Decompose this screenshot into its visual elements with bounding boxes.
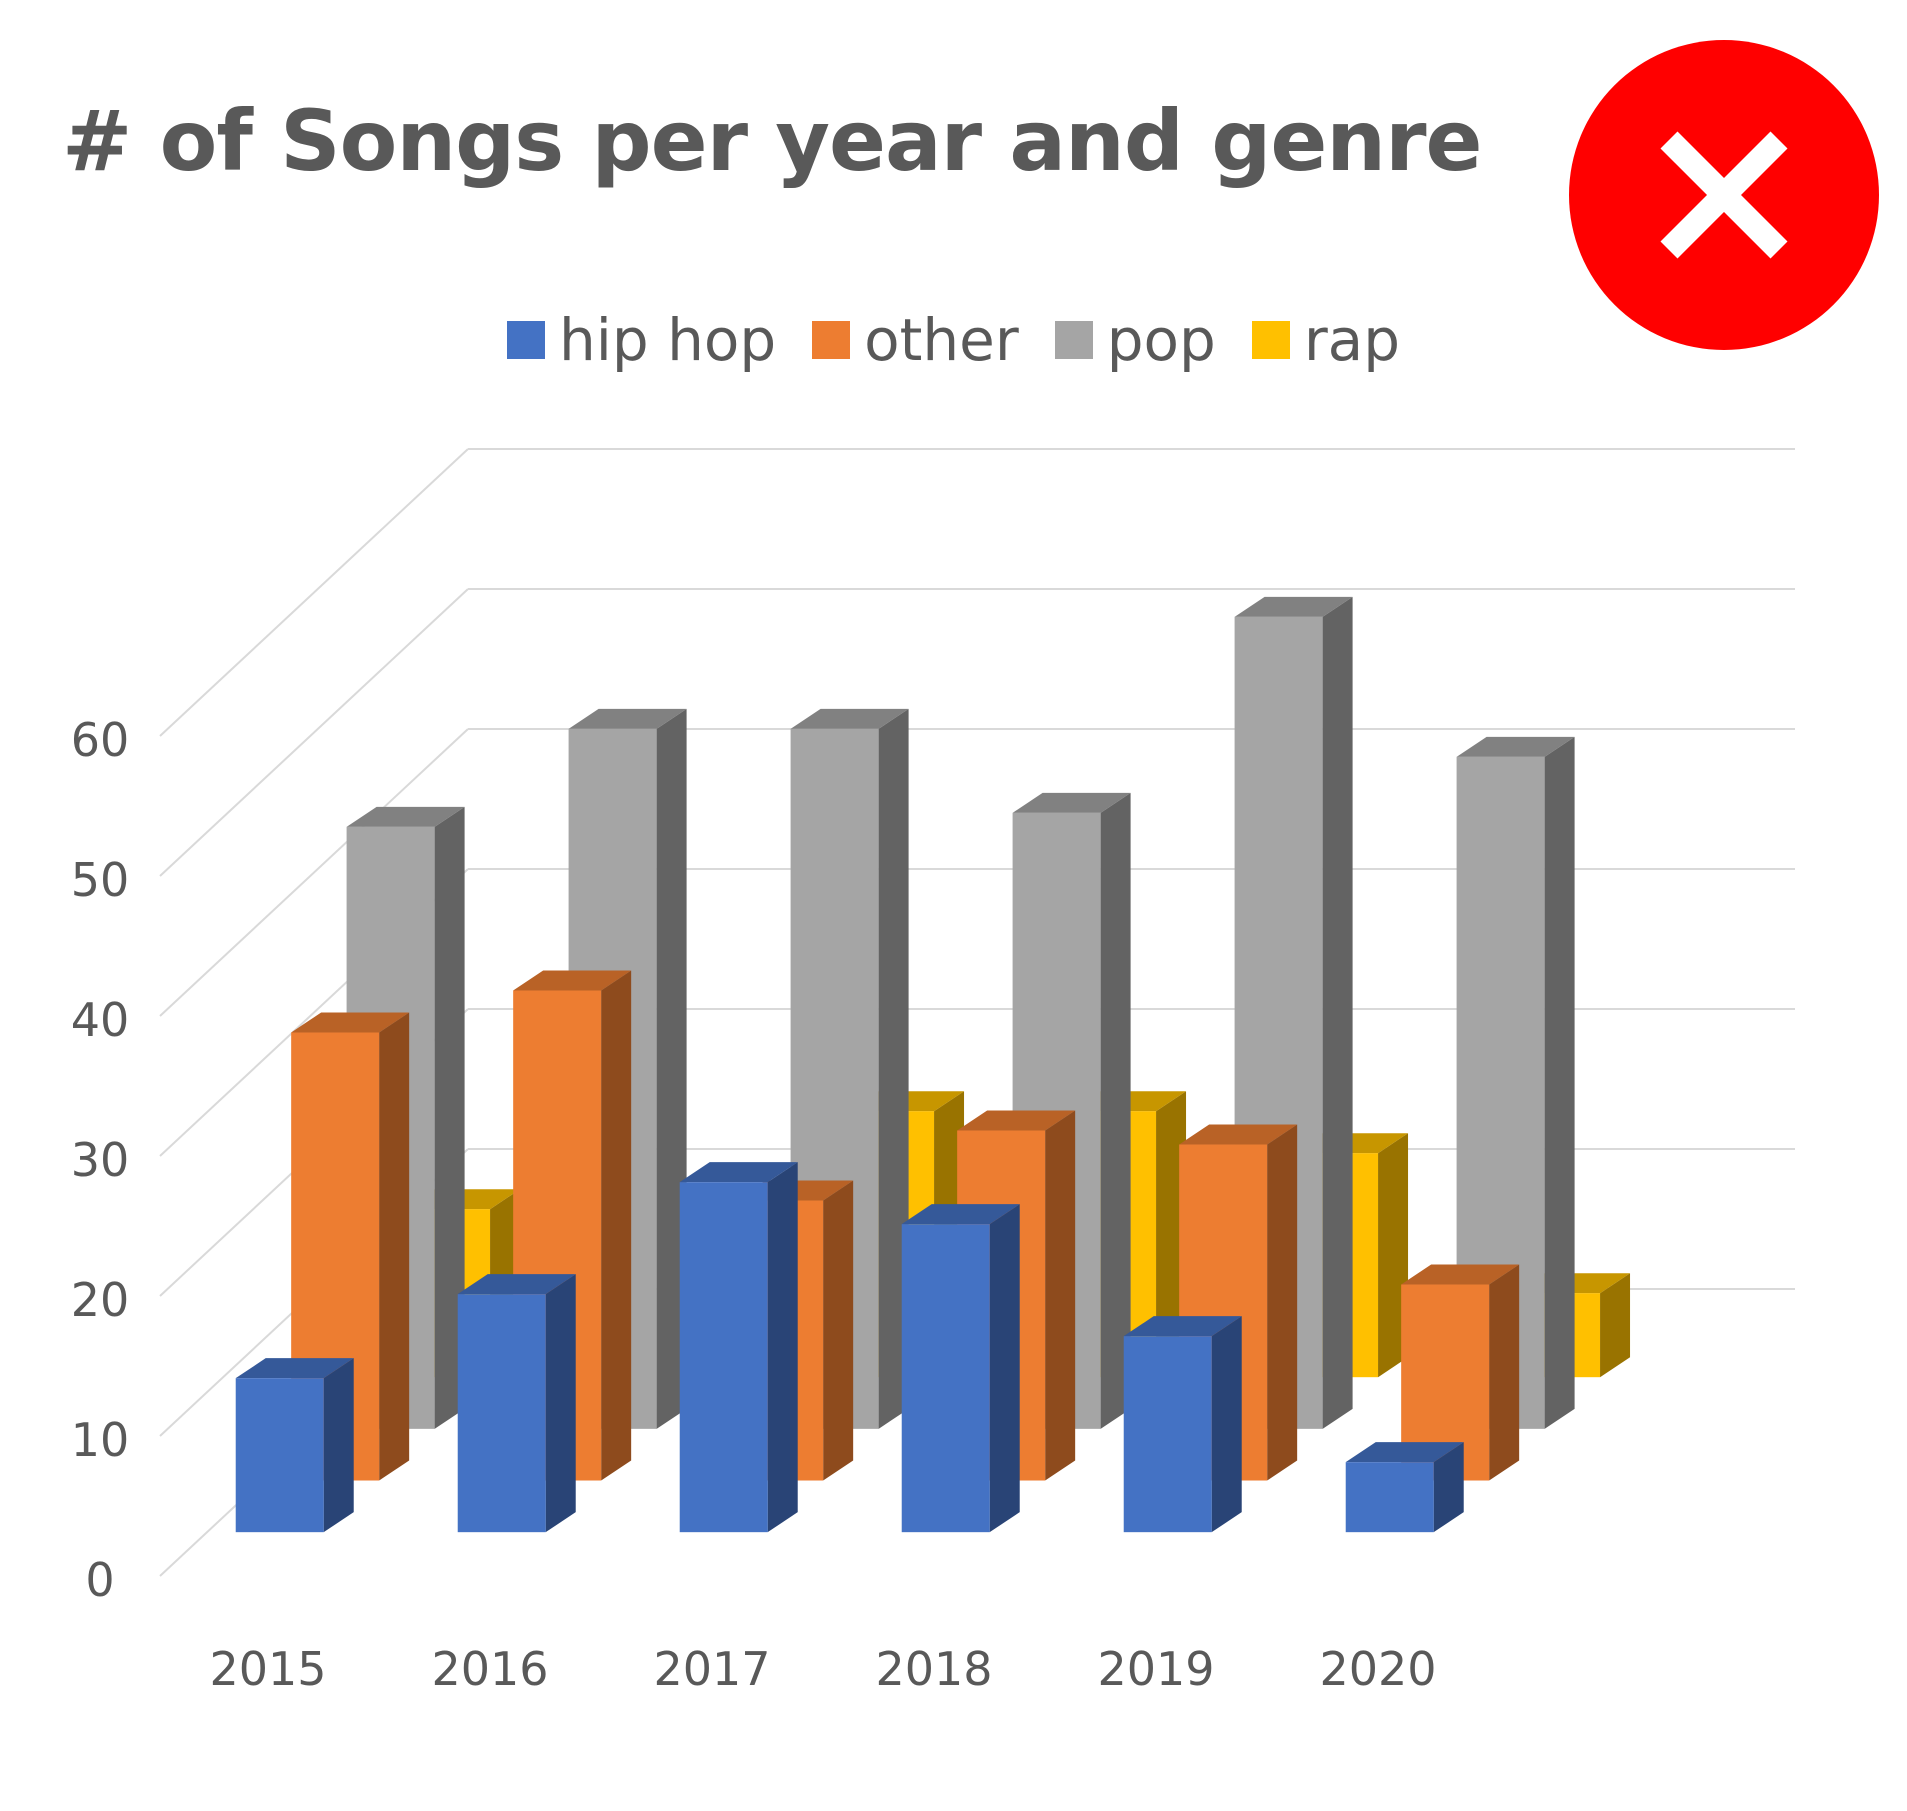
bar-side-pop — [434, 806, 465, 1429]
bar-side-other — [1267, 1124, 1298, 1481]
bar-top-hip-hop — [457, 1274, 576, 1295]
bar-top-hip-hop — [1123, 1316, 1242, 1337]
gridline-depth — [159, 728, 469, 1017]
legend-item-hip-hop: hip hop — [506, 306, 777, 374]
bar-side-hip-hop — [989, 1204, 1020, 1533]
gridline-depth — [159, 588, 469, 877]
bar-side-pop — [656, 708, 687, 1429]
bar-side-other — [1045, 1110, 1076, 1481]
y-tick-label: 40 — [71, 993, 130, 1047]
bar-top-pop — [790, 708, 909, 729]
bar-side-hip-hop — [323, 1358, 354, 1533]
y-tick-label: 50 — [71, 853, 130, 907]
bar-hip-hop — [1123, 1336, 1212, 1533]
chart-legend: hip hop other pop rap — [0, 306, 1907, 374]
chart-title: # of Songs per year and genre — [62, 92, 1483, 190]
bar-side-pop — [1544, 736, 1575, 1429]
bar-top-hip-hop — [901, 1204, 1020, 1225]
bar-hip-hop — [901, 1224, 990, 1533]
bar-top-other — [957, 1110, 1076, 1131]
bar-top-hip-hop — [1345, 1442, 1464, 1463]
bar-side-rap — [1156, 1091, 1187, 1378]
legend-swatch — [506, 321, 545, 359]
legend-swatch — [812, 321, 851, 359]
y-tick-label: 60 — [71, 713, 130, 767]
bar-side-other — [1489, 1264, 1520, 1481]
bar-top-pop — [568, 708, 687, 729]
legend-label: rap — [1303, 306, 1401, 374]
legend-item-rap: rap — [1251, 306, 1401, 374]
bar-top-hip-hop — [679, 1162, 798, 1183]
legend-label: pop — [1106, 306, 1216, 374]
bar-side-pop — [878, 708, 909, 1429]
bar-hip-hop — [679, 1182, 768, 1533]
bar-top-pop — [1012, 792, 1131, 813]
bar-side-other — [601, 970, 632, 1481]
y-tick-label: 10 — [71, 1413, 130, 1467]
x-tick-label: 2020 — [1319, 1642, 1436, 1696]
y-tick-label: 0 — [85, 1553, 114, 1607]
bar-side-hip-hop — [767, 1162, 798, 1533]
bar-hip-hop — [235, 1378, 324, 1533]
bar-top-pop — [346, 806, 465, 827]
close-icon — [1569, 40, 1879, 350]
bar-top-pop — [1456, 736, 1575, 757]
x-tick-label: 2015 — [209, 1642, 326, 1696]
bar-top-other — [1179, 1124, 1298, 1145]
bar-top-other — [513, 970, 632, 991]
bar-top-other — [1401, 1264, 1520, 1285]
bar-side-hip-hop — [545, 1274, 576, 1533]
bar-top-hip-hop — [235, 1358, 354, 1379]
bar-side-rap — [1378, 1133, 1409, 1378]
x-tick-label: 2018 — [875, 1642, 992, 1696]
bar-side-pop — [1100, 792, 1131, 1429]
bar-side-other — [379, 1012, 410, 1481]
x-tick-label: 2019 — [1097, 1642, 1214, 1696]
y-tick-label: 30 — [71, 1133, 130, 1187]
legend-item-pop: pop — [1054, 306, 1216, 374]
gridline-depth — [159, 448, 469, 737]
bar-hip-hop — [457, 1294, 546, 1533]
bar-top-other — [291, 1012, 410, 1033]
y-tick-label: 20 — [71, 1273, 130, 1327]
bar-top-pop — [1234, 596, 1353, 617]
bar-side-pop — [1322, 596, 1353, 1429]
legend-swatch — [1251, 321, 1290, 359]
bar-side-rap — [1600, 1273, 1631, 1378]
legend-label: hip hop — [558, 306, 777, 374]
bar-hip-hop — [1345, 1462, 1434, 1533]
legend-swatch — [1054, 321, 1093, 359]
x-tick-label: 2017 — [653, 1642, 770, 1696]
bar-side-hip-hop — [1433, 1442, 1464, 1533]
legend-item-other: other — [812, 306, 1019, 374]
bar-side-other — [823, 1180, 854, 1481]
status-badge — [1569, 40, 1879, 350]
legend-label: other — [864, 306, 1019, 374]
x-tick-label: 2016 — [431, 1642, 548, 1696]
bar-side-hip-hop — [1211, 1316, 1242, 1533]
